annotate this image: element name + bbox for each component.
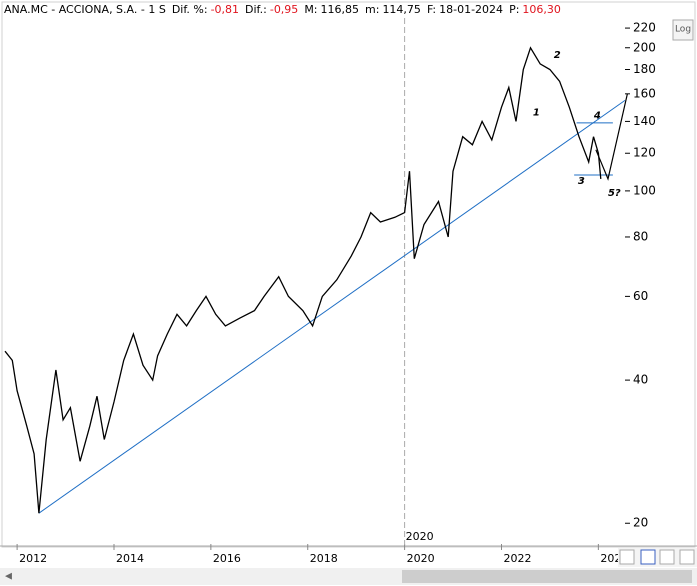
y-tick-label: 40 (633, 373, 648, 387)
header-value: -0,81 (211, 3, 239, 16)
toolbar (618, 548, 697, 567)
wave-label: 3 (578, 176, 585, 187)
header-value: 106,30 (522, 3, 561, 16)
x-tick-label: 2016 (213, 552, 241, 565)
period-label: 2020 (406, 530, 434, 543)
log-button[interactable]: Log (672, 19, 694, 41)
pin-button[interactable] (659, 549, 675, 565)
scroll-left[interactable]: ◀ (5, 572, 12, 582)
header-label: m: (365, 3, 379, 16)
x-tick-label: 2018 (310, 552, 338, 565)
wave-label: 1 (533, 108, 540, 119)
y-tick-label: 120 (633, 146, 656, 160)
wave-label: 2 (554, 50, 561, 61)
header-label: P: (509, 3, 519, 16)
y-tick-label: 220 (633, 21, 656, 35)
header-label: M: (304, 3, 317, 16)
projection-line (595, 93, 628, 181)
close-button[interactable] (679, 549, 695, 565)
x-tick-label: 2012 (19, 552, 47, 565)
wave-label: 5? (608, 188, 621, 199)
header-value: -0,95 (270, 3, 298, 16)
header-value: 114,75 (382, 3, 421, 16)
header-value: 116,85 (321, 3, 360, 16)
header-label: F: (427, 3, 436, 16)
y-tick-label: 180 (633, 62, 656, 76)
y-tick-label: 20 (633, 516, 648, 530)
header-label: Dif.: (245, 3, 267, 16)
y-tick-label: 80 (633, 229, 648, 243)
header-value: 18-01-2024 (439, 3, 503, 16)
y-tick-label: 200 (633, 40, 656, 54)
wave-label: 4 (593, 111, 601, 122)
scroll-thumb[interactable] (402, 570, 692, 583)
header-label: ANA.MC - ACCIONA, S.A. - 1 S (4, 3, 166, 16)
x-tick-label: 2014 (116, 552, 144, 565)
header-label: Dif. %: (172, 3, 208, 16)
log-button-label[interactable]: Log (675, 25, 691, 35)
header-text: ANA.MC - ACCIONA, S.A. - 1 S Dif. %: -0,81… (4, 3, 561, 16)
y-tick-label: 60 (633, 289, 648, 303)
zoom-button[interactable] (619, 549, 635, 565)
header: ANA.MC - ACCIONA, S.A. - 1 S Dif. %: -0,81… (4, 3, 561, 16)
y-tick-label: 140 (633, 114, 656, 128)
trendline (38, 99, 626, 514)
x-tick-label: 2020 (407, 552, 435, 565)
price-line (4, 46, 602, 514)
frame (1, 1, 696, 548)
y-tick-label: 100 (633, 183, 656, 197)
x-tick-label: 2022 (503, 552, 531, 565)
y-tick-label: 160 (633, 86, 656, 100)
save-button[interactable] (640, 549, 656, 565)
